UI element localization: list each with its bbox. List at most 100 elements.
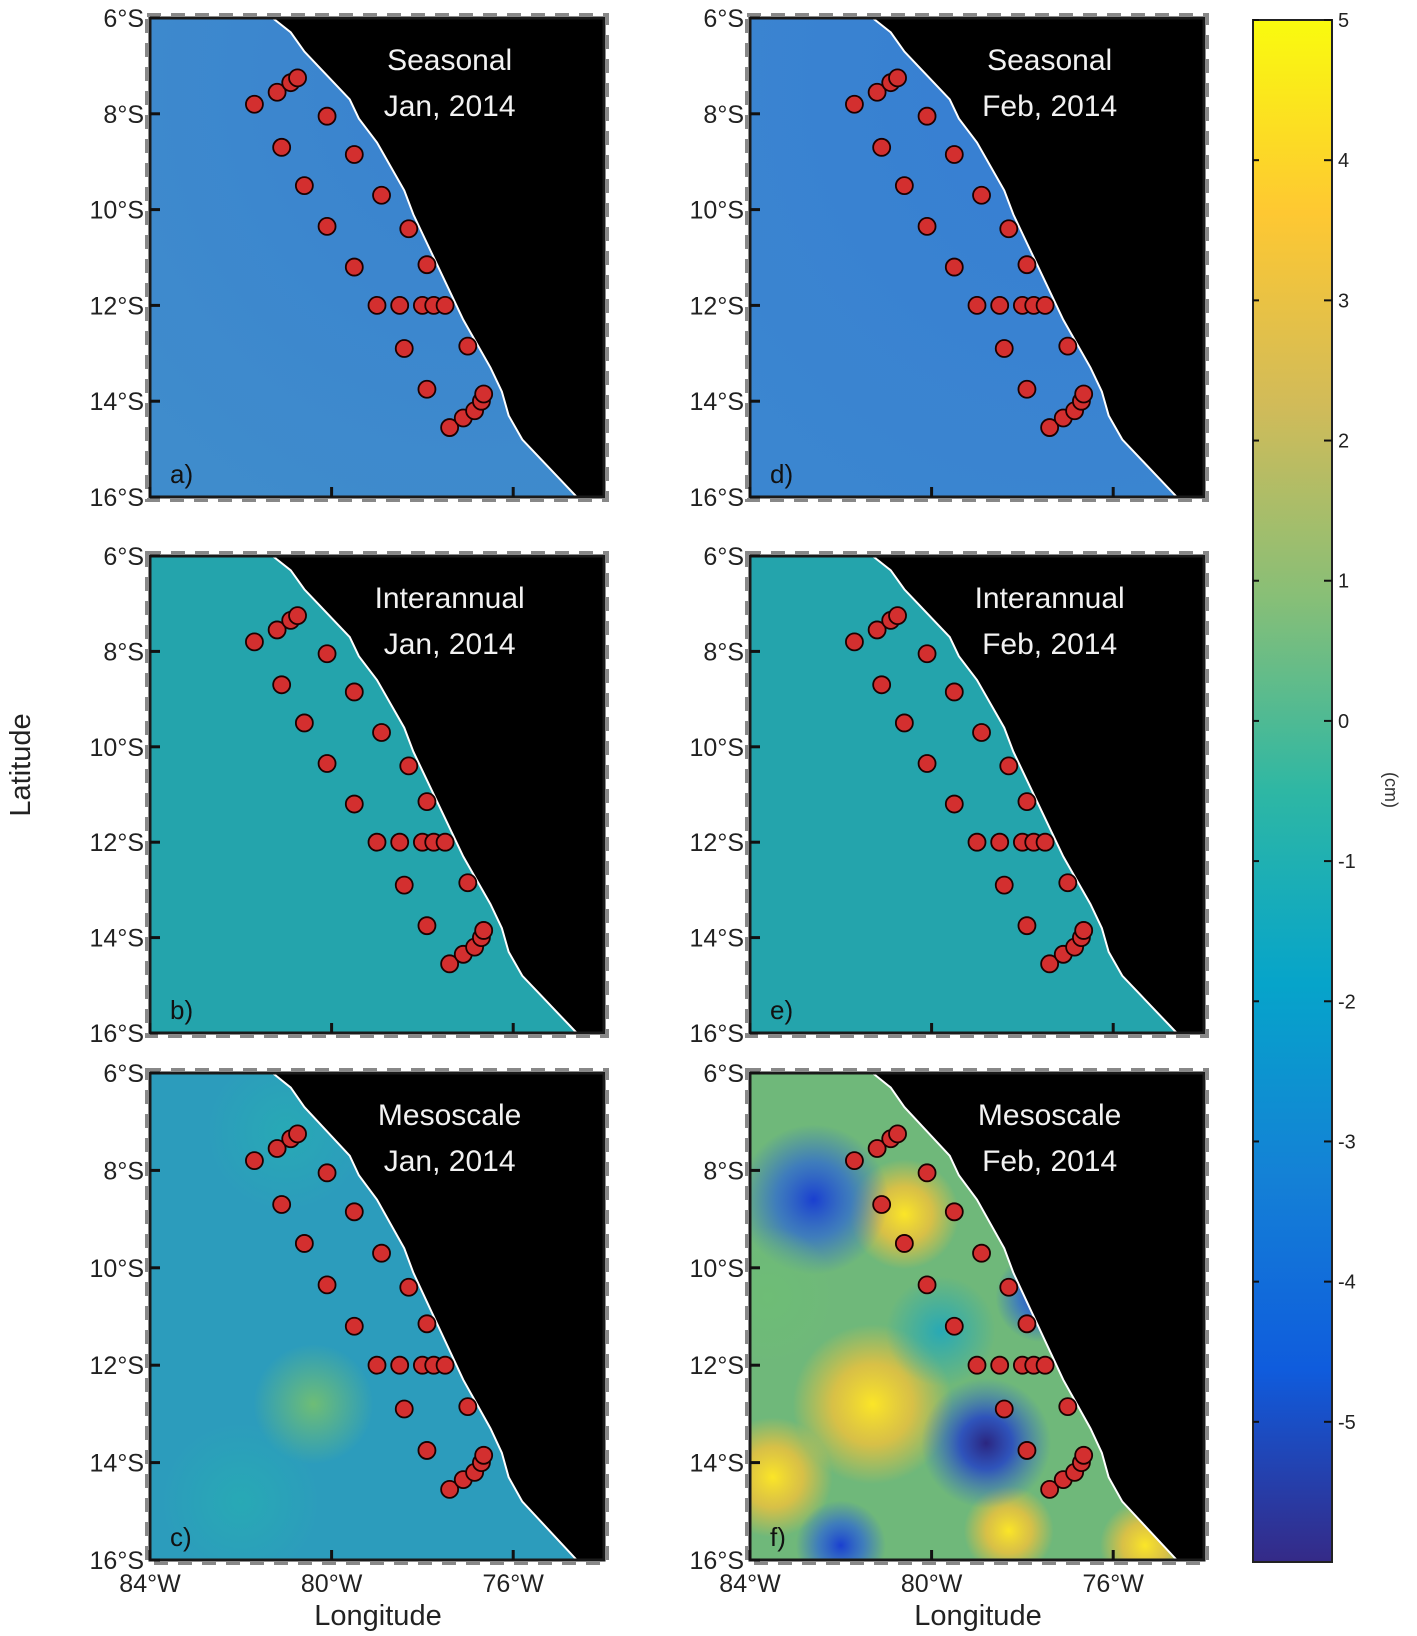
station-marker: [1017, 1441, 1037, 1460]
x-axis-label-right: Longitude: [914, 1600, 1041, 1632]
station-marker: [474, 921, 494, 940]
station-marker: [894, 176, 914, 196]
station-marker: [845, 1151, 864, 1171]
station-marker: [990, 1355, 1010, 1375]
panel-component-title: Interannual: [375, 582, 525, 615]
y-tick-label: 10°S: [90, 1255, 144, 1283]
station-marker: [867, 620, 887, 640]
panel-frame: [148, 1071, 606, 1562]
station-marker: [474, 384, 494, 404]
station-marker: [399, 756, 419, 776]
panel-letter: b): [170, 995, 193, 1025]
panel-border: [145, 13, 609, 502]
x-tick-label: 84°W: [119, 1570, 181, 1598]
y-tick-label: 16°S: [690, 1547, 744, 1575]
station-marker: [1035, 832, 1055, 852]
panel-date: Jan, 2014: [384, 628, 516, 661]
x-axis-label-left: Longitude: [314, 1600, 441, 1632]
station-marker: [845, 632, 864, 652]
station-marker: [272, 137, 292, 157]
x-tick-label: 80°W: [901, 1570, 963, 1598]
x-tick-label: 76°W: [482, 1570, 544, 1598]
station-marker: [1058, 873, 1078, 893]
station-marker: [474, 1445, 494, 1465]
colorbar-scale: [1252, 19, 1333, 1563]
station-marker: [417, 255, 437, 275]
station-marker: [417, 379, 437, 399]
station-marker: [994, 1399, 1014, 1419]
station-marker: [1074, 921, 1094, 940]
panel-letter: c): [170, 1522, 192, 1552]
station-marker: [367, 1355, 387, 1375]
y-tick-label: 6°S: [103, 1060, 144, 1088]
x-tick-label: 80°W: [301, 1570, 363, 1598]
station-marker: [944, 257, 964, 277]
map-panel-a: 6°S 8°S 10°S 12°S 14°S 16°S Seasonal Jan, 2014 a…: [90, 5, 609, 512]
station-marker: [894, 713, 914, 733]
station-marker: [440, 418, 460, 437]
y-tick-label: 6°S: [703, 1060, 744, 1088]
station-marker: [1040, 954, 1060, 974]
colorbar-tick-label: -1: [1338, 851, 1356, 873]
station-marker: [944, 145, 964, 164]
station-marker: [872, 675, 892, 695]
station-marker: [458, 336, 478, 356]
panel-frame: [748, 554, 1206, 1035]
y-tick-label: 16°S: [90, 1547, 144, 1575]
map-panel-b: 6°S 8°S 10°S 12°S 14°S 16°S Interannual Jan, 20…: [90, 543, 609, 1048]
station-marker: [972, 1243, 991, 1263]
station-marker: [1035, 1355, 1055, 1375]
station-marker: [417, 1441, 437, 1460]
y-tick-label: 16°S: [690, 1020, 744, 1048]
panel-border: [745, 1068, 1209, 1565]
station-marker: [344, 145, 364, 164]
land-mask: [870, 18, 1204, 497]
station-marker: [990, 295, 1010, 315]
station-marker: [458, 1397, 478, 1416]
station-marker: [1058, 336, 1078, 356]
panel-frame: [748, 16, 1206, 499]
panel-border: [745, 13, 1209, 502]
station-marker: [888, 606, 907, 626]
colorbar-unit: (cm): [1381, 772, 1401, 808]
colorbar-tick-label: -4: [1338, 1272, 1356, 1294]
station-marker: [894, 1234, 914, 1253]
y-tick-label: 14°S: [690, 1450, 744, 1478]
y-tick-label: 10°S: [690, 734, 744, 762]
panel-date: Feb, 2014: [982, 90, 1117, 123]
anomaly-blob: [885, 1276, 996, 1387]
station-marker: [372, 1243, 391, 1263]
station-marker: [944, 1202, 964, 1222]
station-marker: [272, 675, 292, 695]
station-marker: [367, 295, 387, 315]
station-marker: [917, 216, 937, 236]
y-tick-label: 10°S: [90, 734, 144, 762]
y-tick-label: 16°S: [90, 484, 144, 512]
colorbar-tick-label: 2: [1338, 431, 1349, 453]
station-marker: [344, 1202, 364, 1222]
y-tick-label: 14°S: [690, 388, 744, 416]
station-marker: [435, 832, 455, 852]
station-marker: [367, 832, 387, 852]
station-marker: [994, 875, 1014, 895]
y-tick-label: 8°S: [703, 638, 744, 666]
station-marker: [390, 832, 410, 852]
station-marker: [944, 794, 964, 814]
station-marker: [394, 339, 414, 358]
station-marker: [917, 1163, 937, 1183]
station-marker: [917, 106, 937, 126]
station-marker: [344, 794, 364, 814]
panel-date: Feb, 2014: [982, 1145, 1117, 1178]
station-marker: [1035, 295, 1055, 315]
y-tick-label: 12°S: [690, 292, 744, 320]
anomaly-blob: [750, 1227, 839, 1367]
land-mask: [270, 556, 604, 1033]
station-marker: [272, 1195, 292, 1214]
station-marker: [1040, 1479, 1060, 1499]
station-marker: [267, 620, 287, 640]
panel-border: [145, 1068, 609, 1565]
station-marker: [417, 1314, 437, 1334]
anomaly-blob: [921, 1378, 1052, 1509]
station-marker: [1017, 379, 1037, 399]
station-marker: [399, 1277, 419, 1297]
